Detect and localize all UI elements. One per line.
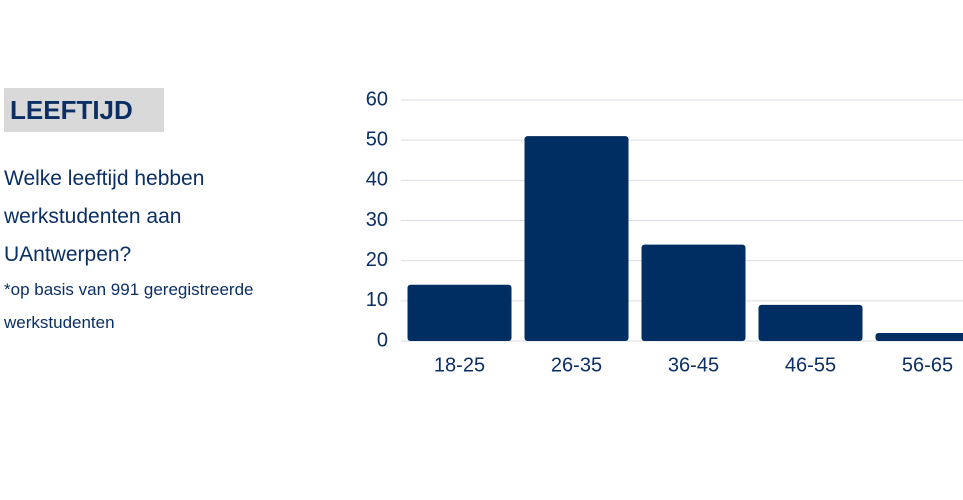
bar [641, 244, 746, 341]
y-tick-label: 0 [377, 329, 388, 351]
y-tick-label: 30 [366, 209, 388, 231]
x-tick-label: 26-35 [551, 354, 602, 376]
y-tick-label: 60 [366, 88, 388, 110]
x-tick-label: 18-25 [434, 354, 485, 376]
y-tick-label: 40 [366, 169, 388, 191]
y-tick-label: 50 [366, 128, 388, 150]
bar [407, 284, 512, 341]
footnote: *op basis van 991 geregistreerde werkstu… [4, 280, 254, 332]
x-tick-label: 36-45 [668, 354, 719, 376]
y-tick-label: 10 [366, 289, 388, 311]
bar [524, 136, 629, 341]
question: Welke leeftijd hebben werkstudenten aan … [4, 167, 205, 266]
section-title: LEEFTIJD [4, 88, 164, 132]
bar [875, 332, 963, 341]
x-tick-label: 46-55 [785, 354, 836, 376]
x-tick-label: 56-65 [902, 354, 953, 376]
bar [758, 304, 863, 341]
y-tick-label: 20 [366, 249, 388, 271]
